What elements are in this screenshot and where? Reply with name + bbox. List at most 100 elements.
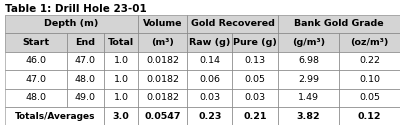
Bar — [187, 52, 232, 70]
Bar — [339, 33, 400, 52]
Bar — [278, 15, 400, 33]
Bar — [232, 107, 278, 125]
Bar — [232, 70, 278, 89]
Bar — [232, 52, 278, 70]
Bar — [278, 33, 339, 52]
Bar — [187, 107, 232, 125]
Text: 1.0: 1.0 — [114, 94, 128, 102]
Bar — [104, 89, 138, 107]
Bar — [339, 89, 400, 107]
Bar — [67, 89, 104, 107]
Bar — [232, 89, 278, 107]
Bar — [6, 107, 104, 125]
Bar — [6, 15, 138, 33]
Bar — [6, 89, 67, 107]
Text: 47.0: 47.0 — [75, 56, 96, 66]
Text: Start: Start — [22, 38, 50, 47]
Bar — [67, 33, 104, 52]
Text: 3.82: 3.82 — [297, 112, 320, 121]
Text: 1.49: 1.49 — [298, 94, 319, 102]
Text: 0.03: 0.03 — [245, 94, 266, 102]
Bar — [187, 89, 232, 107]
Text: Depth (m): Depth (m) — [44, 20, 99, 28]
Text: Raw (g): Raw (g) — [189, 38, 230, 47]
Text: 0.0182: 0.0182 — [146, 75, 179, 84]
Text: 1.0: 1.0 — [114, 75, 128, 84]
Text: 3.0: 3.0 — [112, 112, 129, 121]
Bar — [6, 70, 67, 89]
Bar — [67, 70, 104, 89]
Bar — [67, 70, 104, 89]
Bar — [187, 70, 232, 89]
Bar — [187, 33, 232, 52]
Bar — [339, 70, 400, 89]
Bar — [278, 52, 339, 70]
Bar — [67, 33, 104, 52]
Text: Bank Gold Grade: Bank Gold Grade — [294, 20, 384, 28]
Bar — [232, 89, 278, 107]
Text: 0.12: 0.12 — [358, 112, 382, 121]
Bar — [6, 107, 104, 125]
Bar — [67, 89, 104, 107]
Bar — [138, 70, 187, 89]
Bar — [339, 52, 400, 70]
Bar — [187, 52, 232, 70]
Bar — [232, 33, 278, 52]
Bar — [138, 33, 187, 52]
Bar — [339, 107, 400, 125]
Text: Volume: Volume — [143, 20, 182, 28]
Bar — [187, 15, 278, 33]
Bar — [104, 70, 138, 89]
Bar — [278, 107, 339, 125]
Text: 2.99: 2.99 — [298, 75, 319, 84]
Bar — [278, 70, 339, 89]
Bar — [187, 15, 278, 33]
Bar — [6, 33, 67, 52]
Text: 0.22: 0.22 — [359, 56, 380, 66]
Bar — [138, 107, 187, 125]
Bar — [104, 89, 138, 107]
Bar — [232, 33, 278, 52]
Bar — [138, 15, 187, 33]
Text: 6.98: 6.98 — [298, 56, 319, 66]
Text: Gold Recovered: Gold Recovered — [190, 20, 274, 28]
Text: 0.0182: 0.0182 — [146, 56, 179, 66]
Bar — [138, 33, 187, 52]
Bar — [232, 52, 278, 70]
Text: 48.0: 48.0 — [26, 94, 46, 102]
Text: Total: Total — [108, 38, 134, 47]
Text: End: End — [75, 38, 95, 47]
Text: Pure (g): Pure (g) — [233, 38, 277, 47]
Bar — [104, 52, 138, 70]
Bar — [138, 107, 187, 125]
Bar — [104, 52, 138, 70]
Text: 1.0: 1.0 — [114, 56, 128, 66]
Text: 0.0182: 0.0182 — [146, 94, 179, 102]
Text: 0.0547: 0.0547 — [144, 112, 181, 121]
Text: 0.05: 0.05 — [359, 94, 380, 102]
Bar — [278, 70, 339, 89]
Bar — [138, 52, 187, 70]
Bar — [67, 52, 104, 70]
Bar — [339, 89, 400, 107]
Bar — [104, 107, 138, 125]
Text: 0.23: 0.23 — [198, 112, 222, 121]
Bar — [138, 89, 187, 107]
Bar — [187, 89, 232, 107]
Bar — [6, 70, 67, 89]
Text: 49.0: 49.0 — [75, 94, 96, 102]
Text: 48.0: 48.0 — [75, 75, 96, 84]
Bar — [6, 33, 67, 52]
Bar — [187, 33, 232, 52]
Bar — [138, 89, 187, 107]
Bar — [339, 70, 400, 89]
Text: 0.21: 0.21 — [244, 112, 267, 121]
Bar — [339, 52, 400, 70]
Text: (g/m³): (g/m³) — [292, 38, 325, 47]
Bar — [104, 107, 138, 125]
Bar — [6, 52, 67, 70]
Bar — [278, 33, 339, 52]
Text: 0.06: 0.06 — [199, 75, 220, 84]
Bar — [278, 89, 339, 107]
Bar — [104, 70, 138, 89]
